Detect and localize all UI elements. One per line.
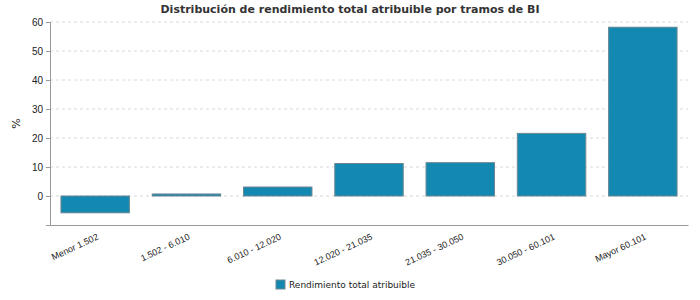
y-tick-label: 20 xyxy=(32,133,44,144)
y-tick-label: 60 xyxy=(32,17,44,28)
x-axis: Menor 1.502 1.502 - 6.010 6.010 - 12.020 12… xyxy=(50,226,689,268)
y-tick: 20 xyxy=(32,133,50,144)
y-axis-line xyxy=(46,23,51,226)
y-tick-mark xyxy=(46,51,50,52)
bar xyxy=(335,164,403,196)
grid xyxy=(50,22,688,196)
plot: 0 10 20 30 40 50 60 Menor 1.502 1.502 - 6.010 6.0… xyxy=(32,17,689,268)
y-tick: 10 xyxy=(32,162,50,173)
x-tick-label: Mayor 60.101 xyxy=(594,232,648,264)
y-tick-label: 30 xyxy=(32,104,44,115)
x-tick: Mayor 60.101 xyxy=(594,232,648,264)
y-tick-label: 40 xyxy=(32,75,44,86)
grid-line xyxy=(50,80,688,81)
x-tick-label: 1.502 - 6.010 xyxy=(139,232,191,263)
y-tick-mark xyxy=(46,109,50,110)
bar xyxy=(152,194,220,196)
y-tick-label: 10 xyxy=(32,162,44,173)
legend-label: Rendimiento total atribuible xyxy=(289,280,416,290)
y-tick-mark xyxy=(46,80,50,81)
x-tick-label: 6.010 - 12.020 xyxy=(226,232,283,266)
y-tick-mark xyxy=(46,167,50,168)
y-tick-mark xyxy=(46,196,50,197)
x-tick: 1.502 - 6.010 xyxy=(139,232,191,263)
y-axis: 0 10 20 30 40 50 60 xyxy=(32,17,51,226)
x-tick-label: 12.020 - 21.035 xyxy=(312,232,373,268)
x-axis-line xyxy=(51,225,689,226)
y-tick: 30 xyxy=(32,104,50,115)
x-tick-label: Menor 1.502 xyxy=(50,232,100,262)
y-axis-title: % xyxy=(10,118,23,128)
grid-line xyxy=(50,22,688,23)
title: Distribución de rendimiento total atribu… xyxy=(160,3,539,16)
y-tick: 60 xyxy=(32,17,50,28)
y-tick: 50 xyxy=(32,46,50,57)
x-tick: 6.010 - 12.020 xyxy=(226,232,283,266)
y-tick: 0 xyxy=(37,191,50,202)
legend-swatch xyxy=(276,280,285,289)
y-tick: 40 xyxy=(32,75,50,86)
chart: Distribución de rendimiento total atribu… xyxy=(0,0,700,300)
legend: Rendimiento total atribuible xyxy=(276,280,416,290)
bars xyxy=(61,27,677,213)
x-tick-label: 21.035 - 30.050 xyxy=(404,232,465,268)
bar xyxy=(61,196,129,213)
grid-line xyxy=(50,109,688,110)
bar xyxy=(609,27,677,196)
y-tick-label: 50 xyxy=(32,46,44,57)
grid-line xyxy=(50,138,688,139)
y-tick-mark xyxy=(46,138,50,139)
grid-line xyxy=(50,51,688,52)
y-tick-label: 0 xyxy=(37,191,43,202)
bar xyxy=(243,187,311,196)
y-tick-mark xyxy=(46,22,50,23)
x-tick: 21.035 - 30.050 xyxy=(404,232,465,268)
x-tick-label: 30.050 - 60.101 xyxy=(495,232,556,268)
x-tick: 30.050 - 60.101 xyxy=(495,232,556,268)
bar xyxy=(426,163,494,196)
x-tick: 12.020 - 21.035 xyxy=(312,232,373,268)
bar xyxy=(517,133,585,196)
x-tick: Menor 1.502 xyxy=(50,232,100,262)
